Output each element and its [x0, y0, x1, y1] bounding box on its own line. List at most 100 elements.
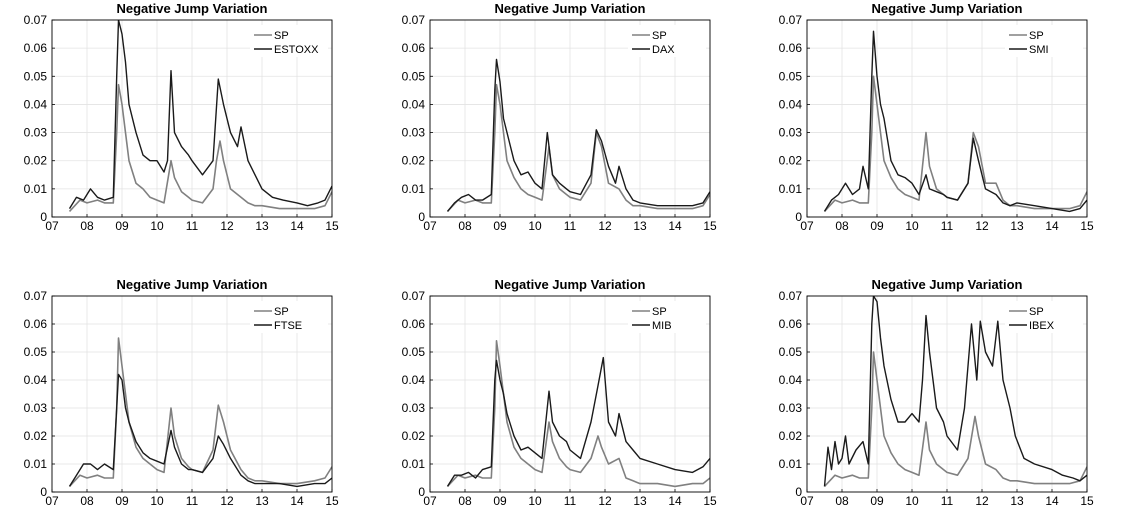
x-tick-label: 14: [1045, 219, 1059, 233]
legend-label-sp: SP: [274, 306, 289, 318]
legend-label-mib: MIB: [652, 320, 672, 332]
x-tick-label: 12: [220, 494, 234, 508]
y-tick-label: 0: [418, 210, 425, 224]
y-tick-label: 0.04: [24, 373, 48, 387]
x-tick-label: 12: [598, 494, 612, 508]
y-tick-label: 0.04: [779, 373, 803, 387]
axes-box: [51, 19, 333, 218]
y-tick-label: 0.01: [402, 457, 426, 471]
y-tick-label: 0.03: [24, 401, 48, 415]
x-tick-label: 09: [870, 494, 884, 508]
series-line-dax: [446, 58, 710, 212]
y-tick-label: 0: [418, 485, 425, 499]
y-tick-label: 0.02: [779, 154, 803, 168]
y-tick-label: 0.02: [24, 154, 48, 168]
x-tick-label: 08: [458, 219, 472, 233]
legend-label-sp: SP: [652, 30, 667, 42]
legend-label-estoxx: ESTOXX: [274, 44, 319, 56]
x-tick-label: 08: [835, 219, 849, 233]
x-tick-label: 09: [493, 219, 507, 233]
legend-label-dax: DAX: [652, 44, 675, 56]
series-line-sp: [823, 75, 1087, 212]
y-tick-label: 0.04: [402, 97, 426, 111]
chart-panel-1: 07 08 09 10 11 12 13 14 15 0 0.01 0.02 0.03 0.04 0.05 0…: [24, 1, 339, 233]
x-tick-label: 09: [493, 494, 507, 508]
x-tick-label: 10: [905, 219, 919, 233]
x-tick-label: 13: [633, 219, 647, 233]
x-tick-label: 15: [325, 219, 339, 233]
y-tick-label: 0.05: [779, 345, 803, 359]
y-tick-label: 0.01: [24, 457, 48, 471]
y-tick-label: 0.01: [24, 182, 48, 196]
series-line-smi: [823, 30, 1087, 213]
y-tick-label: 0.07: [779, 13, 803, 27]
y-tick-label: 0.06: [779, 41, 803, 55]
x-tick-label: 12: [975, 219, 989, 233]
x-tick-label: 12: [220, 219, 234, 233]
x-tick-label: 15: [1080, 219, 1094, 233]
legend: SP IBEX: [1005, 301, 1083, 333]
y-tick-label: 0: [40, 485, 47, 499]
y-tick-label: 0.03: [24, 126, 48, 140]
x-tick-label: 08: [835, 494, 849, 508]
x-tick-label: 15: [1080, 494, 1094, 508]
x-tick-label: 10: [528, 219, 542, 233]
y-tick-label: 0.06: [779, 317, 803, 331]
axes-box: [806, 295, 1088, 493]
axes-box: [51, 295, 333, 493]
series-line-ftse: [68, 373, 332, 488]
x-tick-label: 09: [870, 219, 884, 233]
chart-title: Negative Jump Variation: [117, 277, 268, 292]
axes-box: [429, 19, 711, 218]
chart-panel-5: 07 08 09 10 11 12 13 14 15 0 0.01 0.02 0.03 0.04 0.05 0…: [402, 277, 717, 508]
legend-label-sp: SP: [274, 30, 289, 42]
x-tick-label: 14: [1045, 494, 1059, 508]
chart-title: Negative Jump Variation: [872, 1, 1023, 16]
y-tick-label: 0.05: [24, 69, 48, 83]
axes-box: [806, 19, 1088, 218]
x-tick-label: 11: [564, 219, 577, 233]
y-tick-label: 0.01: [779, 182, 803, 196]
chart-panel-2: 07 08 09 10 11 12 13 14 15 0 0.01 0.02 0.03 0.04 0.05 0…: [402, 1, 717, 233]
y-tick-label: 0.02: [779, 429, 803, 443]
x-tick-label: 11: [941, 219, 954, 233]
legend-box: [628, 301, 706, 333]
x-tick-label: 08: [80, 219, 94, 233]
x-tick-label: 09: [115, 494, 129, 508]
x-tick-label: 07: [45, 494, 59, 508]
series-line-ibex: [823, 296, 1087, 487]
x-tick-label: 07: [45, 219, 59, 233]
chart-title: Negative Jump Variation: [872, 277, 1023, 292]
y-tick-label: 0.01: [402, 182, 426, 196]
x-tick-label: 15: [325, 494, 339, 508]
legend-label-sp: SP: [1029, 30, 1044, 42]
y-tick-label: 0.06: [402, 317, 426, 331]
series-line-sp: [823, 351, 1087, 487]
y-tick-label: 0.05: [402, 345, 426, 359]
legend: SP DAX: [628, 25, 706, 57]
x-tick-label: 13: [1010, 219, 1024, 233]
legend: SP ESTOXX: [250, 25, 328, 57]
legend: SP FTSE: [250, 301, 328, 333]
x-tick-label: 08: [458, 494, 472, 508]
x-tick-label: 13: [255, 494, 269, 508]
y-tick-label: 0.04: [779, 97, 803, 111]
x-tick-label: 09: [115, 219, 129, 233]
legend-label-ftse: FTSE: [274, 320, 302, 332]
chart-title: Negative Jump Variation: [117, 1, 268, 16]
y-tick-label: 0.06: [24, 41, 48, 55]
x-tick-label: 11: [941, 494, 954, 508]
y-tick-label: 0.06: [24, 317, 48, 331]
y-tick-label: 0.07: [24, 13, 48, 27]
x-tick-label: 11: [186, 494, 199, 508]
series-line-sp: [68, 83, 332, 212]
y-tick-label: 0.05: [402, 69, 426, 83]
axes-box: [429, 295, 711, 493]
y-tick-label: 0.06: [402, 41, 426, 55]
y-tick-label: 0.01: [779, 457, 803, 471]
x-tick-label: 14: [668, 494, 682, 508]
y-tick-label: 0.02: [402, 154, 426, 168]
legend-box: [250, 25, 328, 57]
x-tick-label: 14: [290, 219, 304, 233]
